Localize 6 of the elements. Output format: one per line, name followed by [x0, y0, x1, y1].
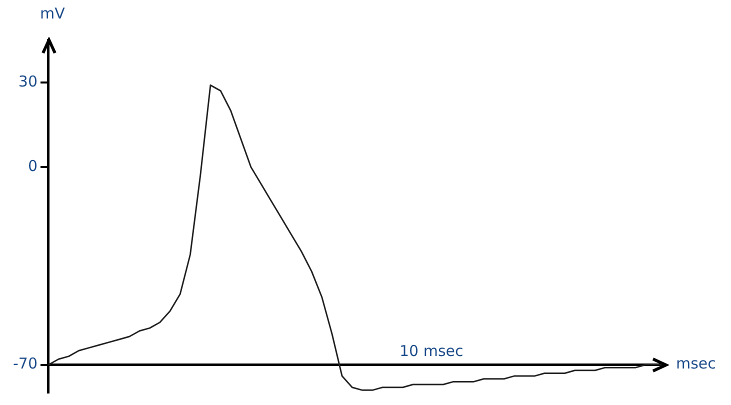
annotation: 10 msec — [399, 342, 464, 360]
y-tick-label: 30 — [18, 72, 38, 90]
y-axis-title: mV — [40, 4, 66, 22]
x-axis-title: msec — [676, 354, 716, 373]
y-tick-label: 0 — [28, 156, 38, 175]
y-tick-label: -70 — [13, 354, 38, 373]
